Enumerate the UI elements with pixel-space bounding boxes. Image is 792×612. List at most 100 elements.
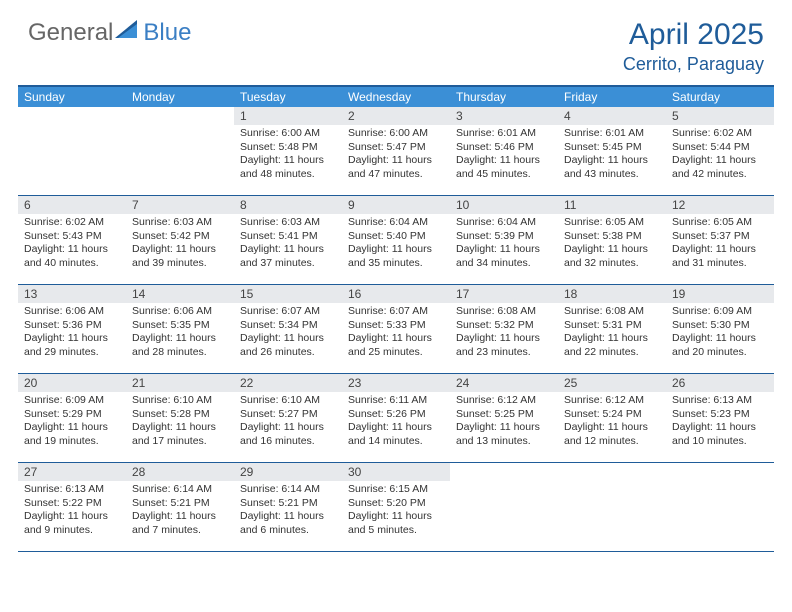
day-line: and 10 minutes. <box>672 435 768 449</box>
day-number: 29 <box>234 463 342 481</box>
day-line: Sunset: 5:42 PM <box>132 230 228 244</box>
dow-label: Tuesday <box>234 87 342 107</box>
day-line: Sunset: 5:23 PM <box>672 408 768 422</box>
day-line: and 19 minutes. <box>24 435 120 449</box>
day-number: 30 <box>342 463 450 481</box>
day-line: Daylight: 11 hours <box>24 243 120 257</box>
calendar-cell: 23Sunrise: 6:11 AMSunset: 5:26 PMDayligh… <box>342 374 450 462</box>
day-body: Sunrise: 6:05 AMSunset: 5:37 PMDaylight:… <box>666 214 774 277</box>
day-body: Sunrise: 6:12 AMSunset: 5:24 PMDaylight:… <box>558 392 666 455</box>
day-number <box>558 463 666 481</box>
day-line: and 26 minutes. <box>240 346 336 360</box>
day-body: Sunrise: 6:02 AMSunset: 5:44 PMDaylight:… <box>666 125 774 188</box>
day-number: 15 <box>234 285 342 303</box>
day-line: and 29 minutes. <box>24 346 120 360</box>
day-number: 4 <box>558 107 666 125</box>
day-number <box>666 463 774 481</box>
day-line: Daylight: 11 hours <box>24 510 120 524</box>
day-line: Sunset: 5:34 PM <box>240 319 336 333</box>
day-line: Daylight: 11 hours <box>456 154 552 168</box>
day-line: Daylight: 11 hours <box>564 243 660 257</box>
calendar-cell: 30Sunrise: 6:15 AMSunset: 5:20 PMDayligh… <box>342 463 450 551</box>
day-line: Daylight: 11 hours <box>672 332 768 346</box>
day-line: Sunset: 5:21 PM <box>240 497 336 511</box>
day-line: Sunset: 5:45 PM <box>564 141 660 155</box>
day-line: Sunset: 5:25 PM <box>456 408 552 422</box>
calendar-cell: 8Sunrise: 6:03 AMSunset: 5:41 PMDaylight… <box>234 196 342 284</box>
day-number: 24 <box>450 374 558 392</box>
day-line: Daylight: 11 hours <box>348 332 444 346</box>
calendar-cell: 12Sunrise: 6:05 AMSunset: 5:37 PMDayligh… <box>666 196 774 284</box>
day-number: 17 <box>450 285 558 303</box>
day-number: 21 <box>126 374 234 392</box>
day-line: and 42 minutes. <box>672 168 768 182</box>
calendar-week: 1Sunrise: 6:00 AMSunset: 5:48 PMDaylight… <box>18 107 774 196</box>
day-line: Sunset: 5:28 PM <box>132 408 228 422</box>
day-line: Sunrise: 6:06 AM <box>132 305 228 319</box>
dow-label: Wednesday <box>342 87 450 107</box>
day-body: Sunrise: 6:04 AMSunset: 5:39 PMDaylight:… <box>450 214 558 277</box>
calendar-cell <box>558 463 666 551</box>
day-number: 11 <box>558 196 666 214</box>
day-number: 2 <box>342 107 450 125</box>
day-line: Sunset: 5:31 PM <box>564 319 660 333</box>
calendar-cell <box>126 107 234 195</box>
day-body <box>18 125 126 133</box>
calendar-cell: 20Sunrise: 6:09 AMSunset: 5:29 PMDayligh… <box>18 374 126 462</box>
calendar-cell: 3Sunrise: 6:01 AMSunset: 5:46 PMDaylight… <box>450 107 558 195</box>
day-body: Sunrise: 6:00 AMSunset: 5:47 PMDaylight:… <box>342 125 450 188</box>
day-number: 19 <box>666 285 774 303</box>
day-number: 25 <box>558 374 666 392</box>
day-line: Sunrise: 6:02 AM <box>672 127 768 141</box>
day-line: Sunset: 5:26 PM <box>348 408 444 422</box>
day-line: Sunrise: 6:08 AM <box>564 305 660 319</box>
day-line: and 39 minutes. <box>132 257 228 271</box>
day-body: Sunrise: 6:10 AMSunset: 5:27 PMDaylight:… <box>234 392 342 455</box>
day-line: and 7 minutes. <box>132 524 228 538</box>
calendar-cell: 15Sunrise: 6:07 AMSunset: 5:34 PMDayligh… <box>234 285 342 373</box>
day-body: Sunrise: 6:04 AMSunset: 5:40 PMDaylight:… <box>342 214 450 277</box>
calendar-cell: 25Sunrise: 6:12 AMSunset: 5:24 PMDayligh… <box>558 374 666 462</box>
day-number: 22 <box>234 374 342 392</box>
day-of-week-header: SundayMondayTuesdayWednesdayThursdayFrid… <box>18 87 774 107</box>
day-line: Sunset: 5:21 PM <box>132 497 228 511</box>
calendar-cell: 19Sunrise: 6:09 AMSunset: 5:30 PMDayligh… <box>666 285 774 373</box>
day-line: Daylight: 11 hours <box>672 421 768 435</box>
day-number: 5 <box>666 107 774 125</box>
calendar-cell: 21Sunrise: 6:10 AMSunset: 5:28 PMDayligh… <box>126 374 234 462</box>
day-line: Daylight: 11 hours <box>240 421 336 435</box>
calendar-week: 27Sunrise: 6:13 AMSunset: 5:22 PMDayligh… <box>18 463 774 552</box>
calendar-cell: 22Sunrise: 6:10 AMSunset: 5:27 PMDayligh… <box>234 374 342 462</box>
day-line: Daylight: 11 hours <box>672 243 768 257</box>
title-block: April 2025 Cerrito, Paraguay <box>623 18 764 75</box>
day-line: Sunrise: 6:00 AM <box>240 127 336 141</box>
day-line: and 40 minutes. <box>24 257 120 271</box>
page-title: April 2025 <box>623 18 764 52</box>
day-line: and 34 minutes. <box>456 257 552 271</box>
day-line: Daylight: 11 hours <box>24 332 120 346</box>
day-line: Sunset: 5:41 PM <box>240 230 336 244</box>
day-line: Daylight: 11 hours <box>348 154 444 168</box>
day-line: Sunset: 5:22 PM <box>24 497 120 511</box>
day-line: and 6 minutes. <box>240 524 336 538</box>
logo: General Blue <box>28 18 191 47</box>
day-line: Sunset: 5:43 PM <box>24 230 120 244</box>
day-line: Sunrise: 6:01 AM <box>564 127 660 141</box>
day-body: Sunrise: 6:02 AMSunset: 5:43 PMDaylight:… <box>18 214 126 277</box>
day-number: 14 <box>126 285 234 303</box>
day-body: Sunrise: 6:06 AMSunset: 5:35 PMDaylight:… <box>126 303 234 366</box>
day-line: Daylight: 11 hours <box>132 332 228 346</box>
day-body: Sunrise: 6:13 AMSunset: 5:22 PMDaylight:… <box>18 481 126 544</box>
calendar-cell: 1Sunrise: 6:00 AMSunset: 5:48 PMDaylight… <box>234 107 342 195</box>
day-number: 27 <box>18 463 126 481</box>
dow-label: Sunday <box>18 87 126 107</box>
day-line: and 35 minutes. <box>348 257 444 271</box>
day-line: Sunrise: 6:07 AM <box>240 305 336 319</box>
day-line: Daylight: 11 hours <box>240 154 336 168</box>
calendar-cell: 16Sunrise: 6:07 AMSunset: 5:33 PMDayligh… <box>342 285 450 373</box>
calendar-cell: 14Sunrise: 6:06 AMSunset: 5:35 PMDayligh… <box>126 285 234 373</box>
day-line: Sunrise: 6:07 AM <box>348 305 444 319</box>
day-line: Sunrise: 6:08 AM <box>456 305 552 319</box>
header: General Blue April 2025 Cerrito, Paragua… <box>0 0 792 79</box>
day-line: Daylight: 11 hours <box>240 243 336 257</box>
